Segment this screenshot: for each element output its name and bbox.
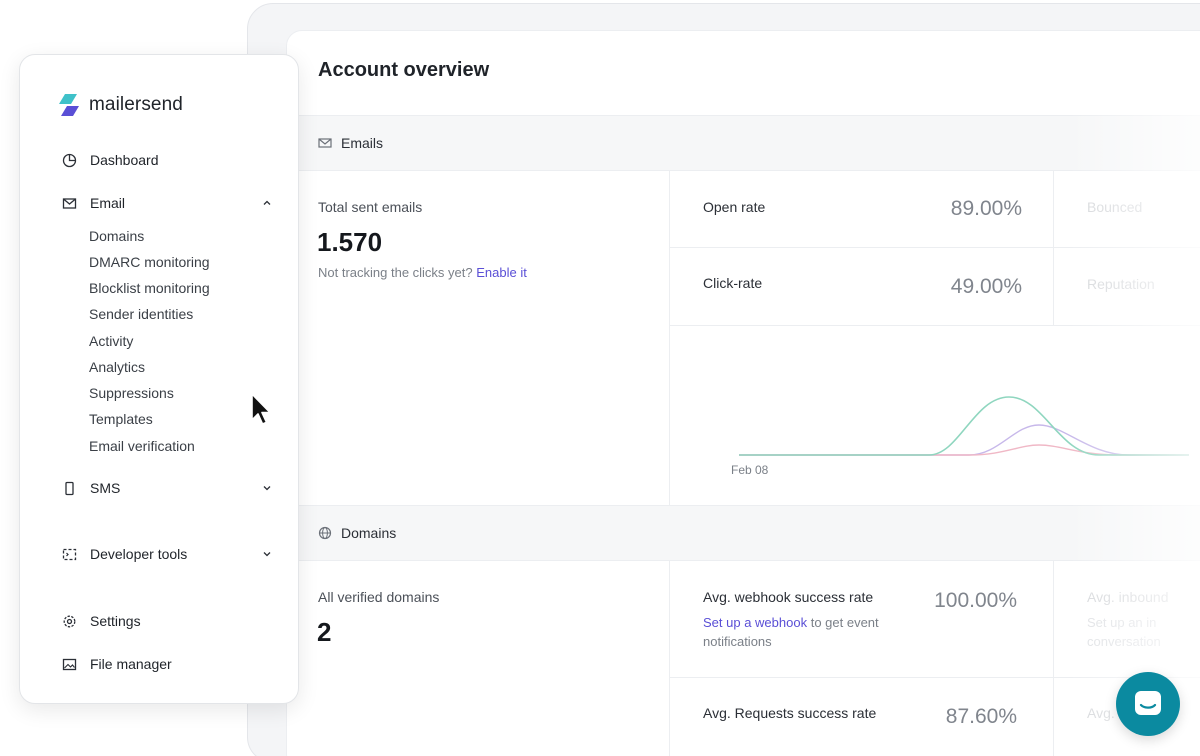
reputation-label: Reputation [1087,276,1155,292]
emails-section-title: Emails [341,135,384,151]
nav-email[interactable]: Email [62,195,272,211]
page-title: Account overview [318,59,490,81]
nav-developer-tools[interactable]: Developer tools [62,546,272,562]
nav-sub-domains[interactable]: Domains [89,228,145,244]
nav-dashboard-label: Dashboard [90,152,159,168]
envelope-icon [62,197,77,209]
tracking-note: Not tracking the clicks yet? Enable it [318,265,527,280]
code-window-icon [62,548,77,560]
nav-settings[interactable]: Settings [62,613,272,629]
nav-sms[interactable]: SMS [62,480,272,496]
domains-section-title: Domains [341,525,397,541]
webhook-note-text: to get event notifications [703,615,879,649]
mailersend-logo-icon [59,94,79,116]
verified-domains-label: All verified domains [318,589,440,605]
nav-sub-email-verification[interactable]: Email verification [89,438,195,454]
mouse-cursor-icon [251,393,271,425]
setup-webhook-link[interactable]: Set up a webhook [703,615,808,630]
nav-settings-label: Settings [90,613,141,629]
pie-chart-icon [62,153,77,167]
nav-sub-analytics[interactable]: Analytics [89,359,146,375]
requests-rate-label: Avg. Requests success rate [703,705,877,721]
nav-file-manager[interactable]: File manager [62,656,272,672]
nav-sub-dmarc-monitoring[interactable]: DMARC monitoring [89,254,210,270]
nav-sub-activity[interactable]: Activity [89,333,134,349]
domains-section-header: Domains [287,505,1200,561]
nav-sub-blocklist-monitoring[interactable]: Blocklist monitoring [89,280,210,296]
inbound-note-1: Set up an in [1087,615,1157,630]
phone-icon [65,481,74,495]
nav-sub-sender-identities[interactable]: Sender identities [89,306,194,322]
inbound-note-2: conversation [1087,634,1161,649]
emails-section-header: Emails [287,115,1200,171]
webhook-rate-value: 100.00% [934,589,1017,612]
avg-label: Avg. [1087,705,1115,721]
chart-date-label: Feb 08 [731,463,769,477]
main-panel: Account overview Emails Total sent email… [286,30,1200,756]
nav-file-manager-label: File manager [90,656,172,672]
globe-icon [318,526,332,540]
emails-chart [739,396,1189,456]
open-rate-label: Open rate [703,199,766,215]
logo[interactable]: mailersend [57,93,183,117]
nav-developer-tools-label: Developer tools [90,546,188,562]
chat-icon [1135,691,1161,715]
chevron-down-icon[interactable] [262,483,272,493]
chart-series-pink [739,444,1189,456]
sidebar: mailersend Dashboard Email Domains DMARC… [19,54,299,704]
total-sent-label: Total sent emails [318,199,423,215]
requests-rate-value: 87.60% [945,705,1017,728]
nav-email-label: Email [90,195,126,211]
chevron-down-icon[interactable] [262,549,272,559]
nav-sub-templates[interactable]: Templates [89,411,153,427]
enable-tracking-link[interactable]: Enable it [476,265,527,280]
inbound-rate-label: Avg. inbound [1087,589,1169,605]
nav-sms-label: SMS [90,480,121,496]
nav-sub-suppressions[interactable]: Suppressions [89,385,174,401]
click-rate-label: Click-rate [703,275,763,291]
webhook-note: Set up a webhook to get event notificati… [703,613,913,651]
open-rate-value: 89.00% [950,197,1022,220]
click-rate-value: 49.00% [950,275,1022,298]
verified-domains-value: 2 [317,617,332,647]
chevron-up-icon[interactable] [262,198,272,208]
tracking-note-text: Not tracking the clicks yet? [318,265,473,280]
chart-series-green [739,396,1189,456]
envelope-icon [318,138,332,148]
gear-icon [63,615,76,627]
logo-text: mailersend [89,94,183,115]
bounced-label: Bounced [1087,199,1143,215]
webhook-rate-label: Avg. webhook success rate [703,589,874,605]
nav-dashboard[interactable]: Dashboard [62,152,272,168]
image-icon [62,658,77,670]
total-sent-value: 1.570 [317,227,383,257]
chat-support-button[interactable] [1116,672,1180,736]
